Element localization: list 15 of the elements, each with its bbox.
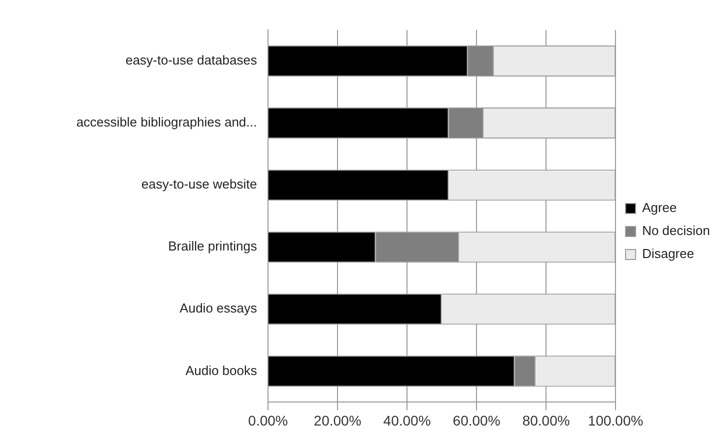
y-tick-label: easy-to-use website [141,176,257,192]
y-tick-label: Braille printings [168,238,258,254]
y-tick-label: Audio books [185,362,258,378]
x-tick-label: 20.00% [314,412,362,428]
x-tick-label: 0.00% [248,412,288,428]
x-tick-label: 100.00% [588,412,644,428]
x-tick-label: 80.00% [522,412,570,428]
y-tick-label: easy-to-use databases [125,52,258,68]
y-tick-label: Audio essays [180,300,258,316]
y-tick-label: accessible bibliographies and... [76,114,257,130]
x-tick-label: 40.00% [383,412,431,428]
legend-label: No decision [642,223,710,238]
x-tick-label: 60.00% [452,412,500,428]
legend-label: Disagree [642,246,694,262]
legend-label: Agree [642,200,677,216]
